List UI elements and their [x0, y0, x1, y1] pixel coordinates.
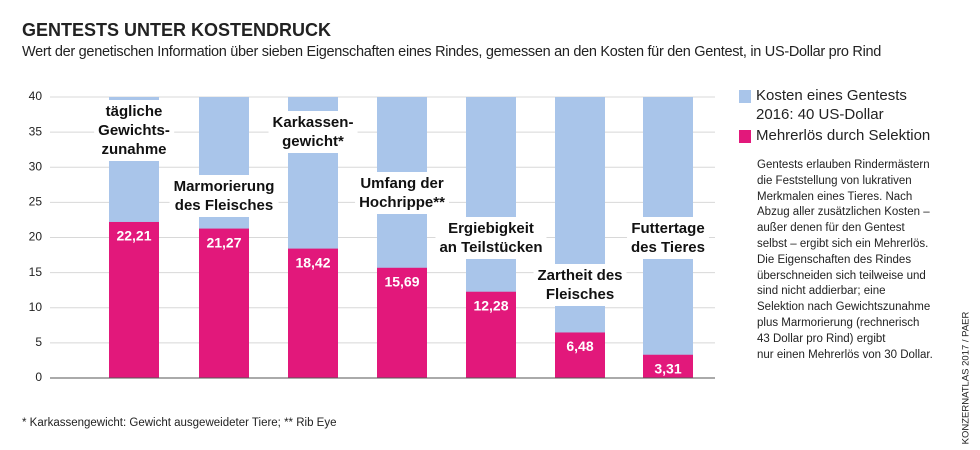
value-label: 3,31 [654, 360, 681, 376]
value-label: 18,42 [295, 254, 330, 270]
bar [288, 248, 338, 378]
footnote: * Karkassengewicht: Gewicht ausgeweidete… [22, 417, 337, 429]
y-tick-label: 20 [29, 230, 43, 244]
bar [643, 354, 693, 378]
note: Gentests erlauben Rindermästern die Fest… [757, 159, 933, 361]
bar [466, 291, 516, 378]
chart-subtitle: Wert der genetischen Information über si… [22, 44, 881, 60]
value-label: 21,27 [206, 234, 241, 250]
value-label: 22,21 [116, 228, 151, 244]
source: KONZERNATLAS 2017 / PAER [961, 312, 972, 445]
bar [555, 332, 605, 378]
y-tick-label: 25 [29, 195, 43, 209]
y-tick-label: 30 [29, 159, 43, 173]
bar [199, 228, 249, 378]
value-label: 15,69 [384, 273, 419, 289]
bar [555, 97, 605, 378]
legend-label: Mehrerlös durch Selektion [756, 127, 931, 144]
y-tick-label: 15 [29, 265, 43, 279]
y-tick-label: 0 [35, 370, 42, 384]
y-tick-label: 35 [29, 124, 43, 138]
bar [109, 221, 159, 378]
legend-swatch [739, 90, 751, 103]
category-label: Karkassen- gewicht* [268, 111, 358, 153]
legend-label: Kosten eines Gentests 2016: 40 US-Dollar [756, 87, 907, 123]
category-label: Zartheit des Fleisches [533, 264, 627, 306]
y-tick-label: 5 [35, 335, 42, 349]
chart-title: GENTESTS UNTER KOSTENDRUCK [22, 20, 331, 40]
value-label: 6,48 [566, 338, 593, 354]
value-label: 12,28 [473, 297, 508, 313]
category-label: Ergiebigkeit an Teilstücken [435, 217, 547, 259]
bar [377, 267, 427, 378]
y-tick-label: 10 [29, 300, 43, 314]
category-label: Futtertage des Tieres [627, 217, 709, 259]
legend-swatch [739, 130, 751, 143]
category-label: Umfang der Hochrippe** [355, 172, 449, 214]
y-tick-label: 40 [29, 89, 43, 103]
category-label: tägliche Gewichts- zunahme [94, 100, 174, 161]
category-label: Marmorierung des Fleisches [169, 175, 279, 217]
